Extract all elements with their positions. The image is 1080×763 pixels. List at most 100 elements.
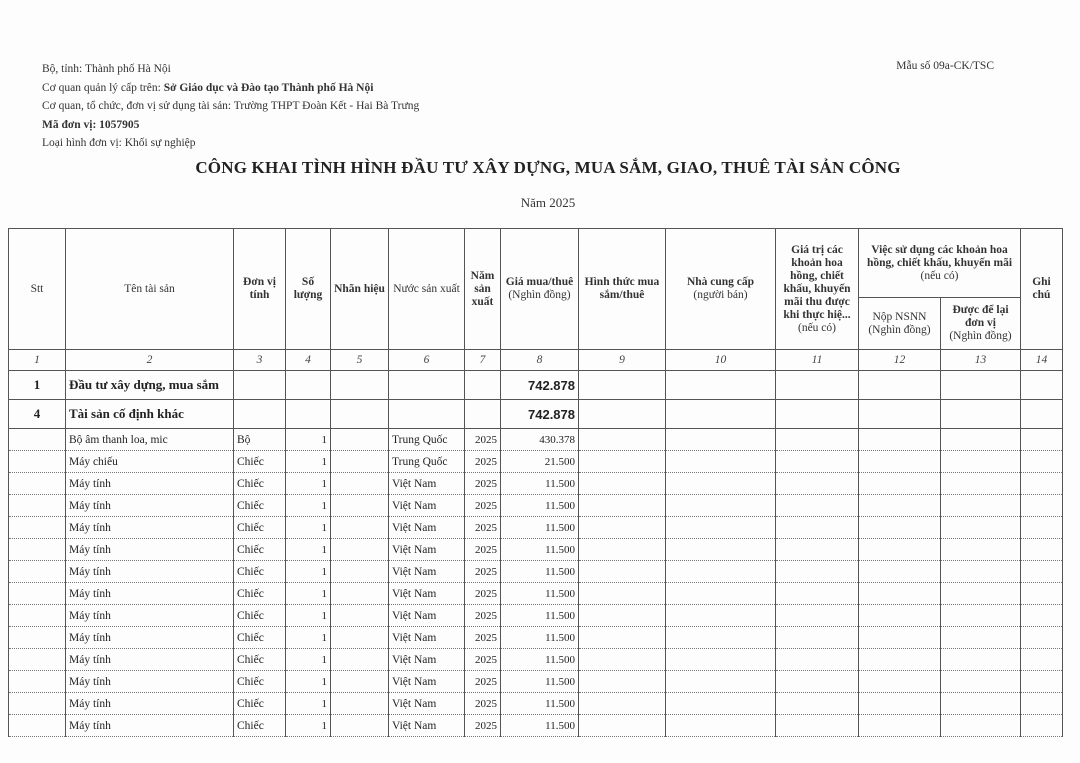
empty-cell (940, 648, 1021, 671)
cell-price: 430.378 (500, 428, 579, 451)
cell-price: 11.500 (500, 714, 579, 737)
empty-cell (775, 582, 859, 605)
empty-cell (330, 370, 389, 400)
cell-name: Máy tính (65, 714, 234, 737)
asset-table: Stt Tên tài sản Đơn vị tính Số lượng Nhã… (8, 228, 1063, 737)
empty-cell (665, 582, 776, 605)
superior-line: Cơ quan quản lý cấp trên: Sở Giáo dục và… (42, 81, 374, 94)
document-title: CÔNG KHAI TÌNH HÌNH ĐẦU TƯ XÂY DỰNG, MUA… (195, 158, 901, 177)
empty-cell (8, 538, 66, 561)
empty-cell (775, 714, 859, 737)
empty-cell (665, 604, 776, 627)
cell-name: Máy tính (65, 560, 234, 583)
empty-cell (1020, 370, 1063, 400)
cell-price: 11.500 (500, 604, 579, 627)
cell-qty: 1 (285, 538, 331, 561)
empty-cell (665, 428, 776, 451)
table-row: Máy tính Chiếc 1 Việt Nam 2025 11.500 (8, 626, 1063, 649)
cell-year: 2025 (464, 538, 501, 561)
empty-cell (8, 626, 66, 649)
empty-cell (858, 626, 941, 649)
column-number: 9 (578, 349, 666, 371)
empty-cell (775, 450, 859, 473)
empty-cell (578, 626, 666, 649)
empty-cell (665, 399, 776, 429)
empty-cell (858, 494, 941, 517)
empty-cell (940, 626, 1021, 649)
empty-cell (330, 450, 389, 473)
empty-cell (233, 399, 286, 429)
cell-name: Máy tính (65, 538, 234, 561)
header-usage: Việc sử dụng các khoản hoa hồng, chiết k… (858, 228, 1021, 298)
cell-name: Máy tính (65, 516, 234, 539)
column-number: 1 (8, 349, 66, 371)
table-row: Máy chiếu Chiếc 1 Trung Quốc 2025 21.500 (8, 450, 1063, 473)
cell-country: Việt Nam (388, 692, 465, 715)
form-number: Mẫu số 09a-CK/TSC (896, 60, 994, 72)
empty-cell (858, 472, 941, 495)
empty-cell (665, 516, 776, 539)
cell-qty: 1 (285, 450, 331, 473)
cell-name: Máy tính (65, 648, 234, 671)
cell-name: Tài sản cố định khác (65, 399, 234, 429)
cell-name: Máy tính (65, 604, 234, 627)
column-number: 14 (1020, 349, 1063, 371)
cell-name: Máy tính (65, 494, 234, 517)
cell-qty: 1 (285, 604, 331, 627)
empty-cell (858, 370, 941, 400)
table-row: Máy tính Chiếc 1 Việt Nam 2025 11.500 (8, 582, 1063, 605)
empty-cell (578, 494, 666, 517)
unit-type-line: Loại hình đơn vị: Khối sự nghiệp (42, 137, 196, 149)
empty-cell (233, 370, 286, 400)
empty-cell (665, 626, 776, 649)
table-row: Máy tính Chiếc 1 Việt Nam 2025 11.500 (8, 560, 1063, 583)
empty-cell (8, 714, 66, 737)
empty-cell (940, 516, 1021, 539)
empty-cell (940, 604, 1021, 627)
empty-cell (330, 516, 389, 539)
cell-country: Việt Nam (388, 714, 465, 737)
column-number: 7 (464, 349, 501, 371)
empty-cell (665, 370, 776, 400)
table-row: Máy tính Chiếc 1 Việt Nam 2025 11.500 (8, 516, 1063, 539)
table-row: Máy tính Chiếc 1 Việt Nam 2025 11.500 (8, 472, 1063, 495)
empty-cell (8, 494, 66, 517)
empty-cell (8, 648, 66, 671)
column-number: 2 (65, 349, 234, 371)
empty-cell (578, 472, 666, 495)
empty-cell (940, 472, 1021, 495)
table-row: Bộ âm thanh loa, mic Bộ 1 Trung Quốc 2025 430… (8, 428, 1063, 451)
empty-cell (578, 538, 666, 561)
empty-cell (8, 516, 66, 539)
empty-cell (1020, 494, 1063, 517)
empty-cell (578, 582, 666, 605)
cell-country: Việt Nam (388, 538, 465, 561)
cell-year: 2025 (464, 626, 501, 649)
column-number: 10 (665, 349, 776, 371)
header-name: Tên tài sản (65, 228, 234, 350)
column-number: 4 (285, 349, 331, 371)
cell-qty: 1 (285, 428, 331, 451)
cell-year: 2025 (464, 604, 501, 627)
header-price: Giá mua/thuê (Nghìn đồng) (500, 228, 579, 350)
cell-unit: Chiếc (233, 450, 286, 473)
cell-unit: Chiếc (233, 714, 286, 737)
cell-stt: 1 (8, 370, 66, 400)
empty-cell (858, 648, 941, 671)
empty-cell (775, 560, 859, 583)
column-number: 12 (858, 349, 941, 371)
cell-price: 11.500 (500, 494, 579, 517)
empty-cell (665, 472, 776, 495)
group-row: 1 Đầu tư xây dựng, mua sắm 742.878 (8, 370, 1063, 400)
empty-cell (285, 399, 331, 429)
empty-cell (775, 370, 859, 400)
header-kept: Được để lại đơn vị (Nghìn đồng) (940, 297, 1021, 350)
empty-cell (464, 370, 501, 400)
empty-cell (775, 626, 859, 649)
cell-qty: 1 (285, 626, 331, 649)
cell-name: Bộ âm thanh loa, mic (65, 428, 234, 451)
empty-cell (858, 538, 941, 561)
empty-cell (940, 670, 1021, 693)
empty-cell (8, 560, 66, 583)
